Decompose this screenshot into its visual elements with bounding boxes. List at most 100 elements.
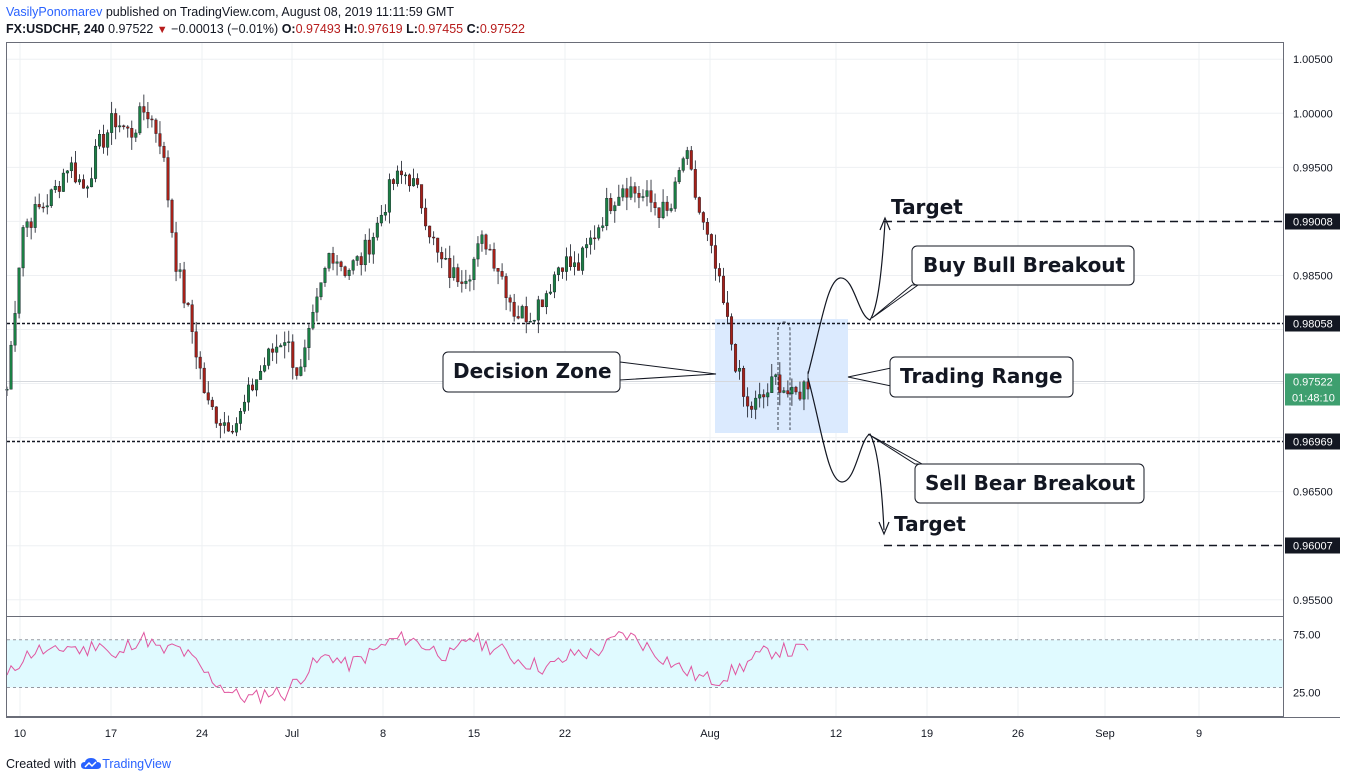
candle-up [65,170,69,174]
close-label: C: [466,22,480,36]
candle-down [126,126,130,129]
bear-arrow-head [878,521,890,536]
candle-up [383,212,387,216]
candle-up [770,376,774,393]
candle-down [190,304,194,332]
candle-up [311,312,315,329]
tradingview-brand: TradingView [102,757,171,771]
price-tick-label: 1.00500 [1293,54,1333,66]
candle-up [363,239,367,266]
candle-down [202,367,206,393]
candle-down [162,146,166,158]
candle-up [106,132,110,148]
candle-up [351,260,355,271]
level-tag-bg [1285,433,1340,450]
footer: Created with TradingView [6,757,171,771]
price-tick-label: 0.96500 [1293,487,1333,499]
candle-up [685,150,689,159]
candle-down [794,386,798,393]
last-price-tag-bg [1285,373,1340,406]
candle-up [319,282,323,298]
candle-up [754,397,758,410]
sell-bear-box [914,463,1145,504]
time-tick-label: 10 [14,728,26,740]
candle-up [528,321,532,323]
decision-zone-box-label [442,351,621,393]
candle-down [569,256,573,267]
candle-down [206,392,210,401]
candle-up [621,188,625,198]
candle-down [746,396,750,407]
open-value: 0.97493 [295,22,341,36]
candle-up [110,113,114,133]
callout-buy-bull: Buy Bull Breakout [871,245,1135,319]
tradingview-logo[interactable]: TradingView [80,757,171,771]
rsi-axis[interactable]: 25.00 75.00 [1293,629,1321,699]
candle-up [552,274,556,293]
rsi-tick-label: 75.00 [1293,629,1321,641]
candle-up [118,125,122,128]
candle-up [371,237,375,255]
candle-up [323,268,327,283]
candle-up [452,267,456,278]
grid-lines [7,43,1283,716]
price-level-tags: 0.99008 0.98058 0.96969 0.96007 0.97522 01:48… [1285,213,1340,554]
candle-down [488,248,492,251]
candle-up [387,179,391,213]
buy-bull-box [911,245,1135,286]
candle-up [556,267,560,275]
time-axis[interactable]: 10 17 24 Jul 8 15 22 Aug 12 19 26 Sep 9 [14,728,1202,740]
candle-up [581,247,585,271]
callout-target-bottom: Target [894,512,966,536]
candle-up [355,256,359,261]
candle-up [601,225,605,228]
author-link[interactable]: VasilyPonomarev [6,5,103,19]
candle-up [287,341,291,343]
candle-down [460,281,464,284]
candle-up [573,262,577,267]
candle-down [492,249,496,269]
candle-down [725,302,729,317]
candle-up [259,370,263,380]
candle-down [440,252,444,260]
candle-down [130,128,134,138]
time-tick-label: Jul [285,728,299,740]
candle-up [375,222,379,238]
candle-up [597,227,601,239]
candle-up [758,394,762,399]
candle-up [673,181,677,209]
level-tag-label: 0.99008 [1293,217,1333,229]
candle-down [295,367,299,376]
candle-down [508,297,512,303]
candle-up [472,258,476,281]
candle-up [532,319,536,322]
candle-up [275,346,279,353]
candle-up [738,368,742,372]
level-tag-label: 0.96969 [1293,437,1333,449]
candle-up [222,422,226,426]
time-tick-label: 22 [559,728,571,740]
dashed-candle-outline [777,321,791,430]
candle-up [379,214,383,224]
candle-down [102,134,106,148]
level-tag-bg [1285,315,1340,332]
candle-down [142,106,146,113]
candle-down [420,184,424,209]
time-tick-label: 12 [830,728,842,740]
candle-up [589,237,593,245]
candle-down [496,268,500,272]
candle-down [251,384,255,391]
candle-down [154,119,158,134]
symbol-label[interactable]: FX:USDCHF, 240 [6,22,105,36]
candle-down [436,237,440,253]
candle-down [633,186,637,194]
candle-down [750,405,754,410]
countdown-tag-label: 01:48:10 [1292,393,1335,405]
candle-up [564,256,568,272]
publish-line: VasilyPonomarev published on TradingView… [6,4,525,21]
candle-up [468,279,472,282]
candle-down [657,207,661,218]
time-tick-label: 19 [921,728,933,740]
candle-down [701,212,705,223]
